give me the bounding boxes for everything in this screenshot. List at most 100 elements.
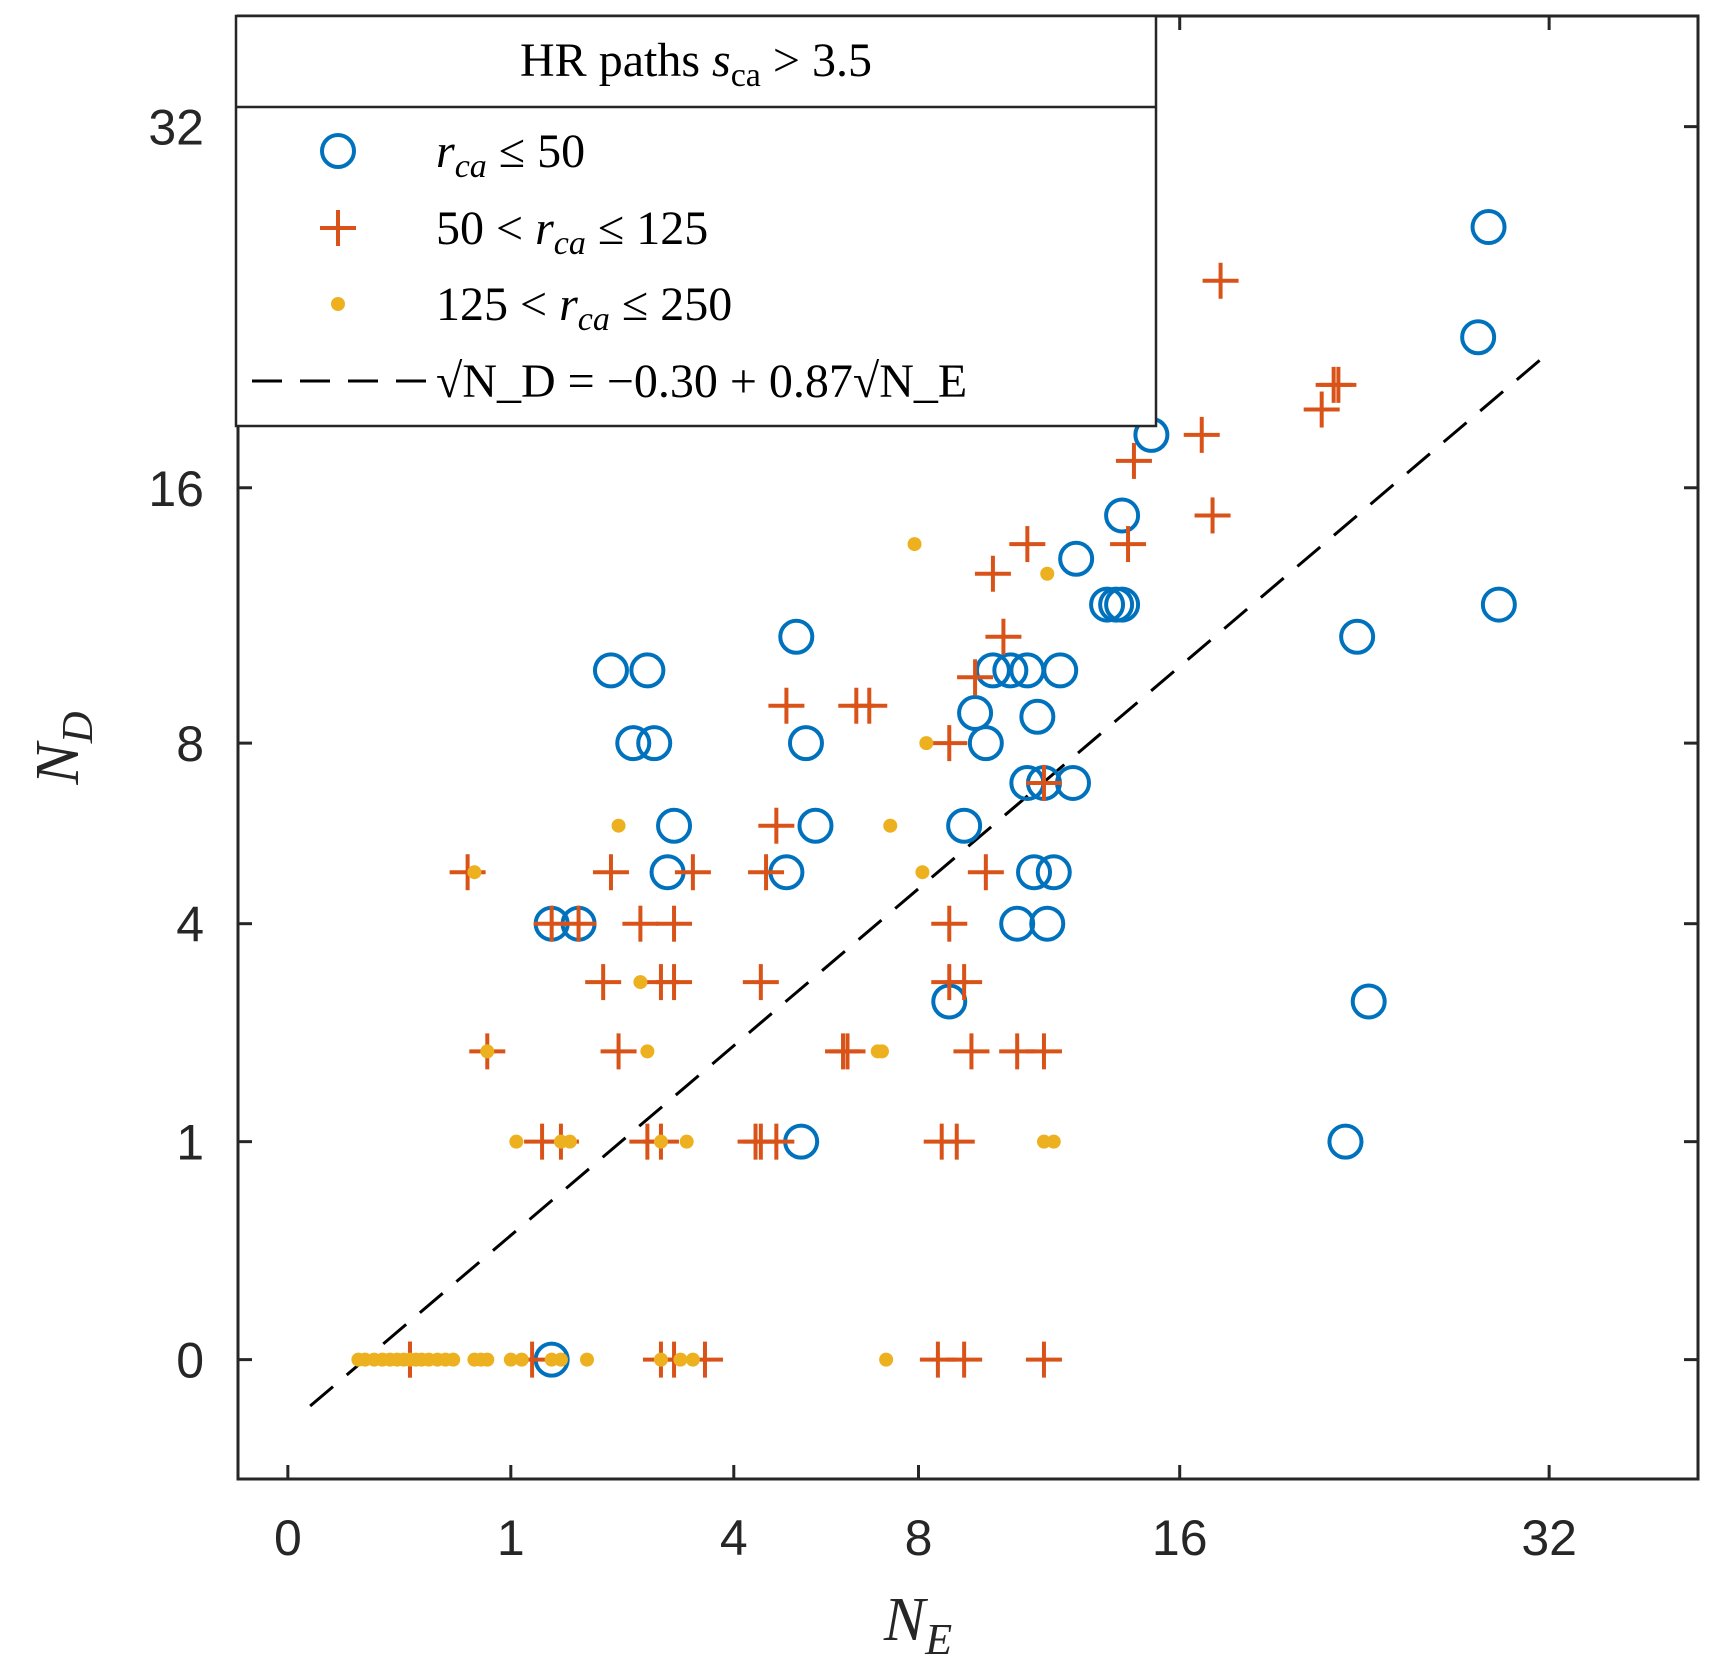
point-series-2 [953,1033,990,1070]
point-series-3 [553,1352,568,1367]
point-series-3 [1046,1134,1061,1149]
point-series-2 [1183,416,1220,453]
axis-ticks: 0 1 4 8 16 32 0 1 4 8 16 32 [148,16,1698,1566]
point-series-1 [1104,497,1141,534]
point-series-1 [946,807,983,844]
point-series-1 [615,725,652,762]
x-axis-label: NE [883,1586,952,1659]
point-series-2 [533,905,570,942]
point-series-2 [742,964,779,1001]
point-series-3 [509,1134,524,1149]
point-series-2 [1009,526,1046,563]
point-series-2 [642,964,679,1001]
point-series-2 [1025,764,1062,801]
legend-box [234,14,1158,428]
point-series-2 [974,555,1011,592]
point-series-2 [1110,526,1147,563]
point-series-2 [938,1123,975,1160]
point-series-2 [1025,1033,1062,1070]
point-series-3 [874,1044,889,1059]
fit-line [309,351,1551,1408]
point-series-1 [1470,209,1507,246]
point-series-3 [446,1352,461,1367]
point-series-3 [879,1352,894,1367]
point-series-1 [1098,586,1135,623]
point-series-1 [957,695,994,732]
point-series-3 [611,818,626,833]
point-series-2 [656,905,693,942]
legend-label-fit: √N_D = −0.30 + 0.87√N_E [436,355,967,408]
point-series-3 [653,1134,668,1149]
point-series-1 [592,652,629,689]
y-tick-label: 1 [176,1115,204,1171]
point-series-1 [787,725,824,762]
point-series-3 [883,818,898,833]
point-series-2 [1115,442,1152,479]
x-tick-label: 1 [497,1510,525,1566]
y-tick-label: 4 [176,897,204,953]
point-series-2 [931,905,968,942]
legend-title: HR paths sca > 3.5 [520,34,872,94]
point-series-2 [931,964,968,1001]
point-series-2 [957,659,994,696]
point-series-1 [636,725,673,762]
point-series-1 [999,905,1036,942]
y-tick-label: 32 [148,100,204,156]
legend-marker-plus [320,210,356,246]
point-series-1 [1019,698,1056,735]
point-series-1 [1035,854,1072,891]
y-tick-label: 16 [148,461,204,517]
point-series-3 [679,1134,694,1149]
point-series-2 [829,1033,866,1070]
point-series-2 [748,854,785,891]
point-series-3 [503,1352,518,1367]
point-series-3 [673,1352,688,1367]
x-tick-label: 0 [274,1510,302,1566]
point-series-3 [1036,1134,1051,1149]
point-series-3 [579,1352,594,1367]
point-series-1 [1339,618,1376,655]
point-series-1 [1016,854,1053,891]
point-series-2 [674,854,711,891]
point-series-3 [480,1044,495,1059]
x-tick-label: 32 [1521,1510,1577,1566]
point-series-3 [514,1352,529,1367]
point-series-2 [1202,262,1239,299]
legend-label-series-3: 125 < rca ≤ 250 [436,278,732,338]
point-series-3 [907,537,922,552]
point-series-3 [473,1352,488,1367]
x-tick-label: 4 [720,1510,748,1566]
point-series-2 [758,807,795,844]
point-series-1 [992,652,1029,689]
point-series-2 [622,905,659,942]
legend-marker-dot [331,297,345,311]
point-series-3 [467,865,482,880]
y-tick-label: 8 [176,716,204,772]
point-series-2 [919,1341,956,1378]
point-series-1 [1327,1123,1364,1160]
point-series-2 [1025,1341,1062,1378]
point-series-1 [1089,586,1126,623]
point-series-1 [629,652,666,689]
point-series-1 [1058,540,1095,577]
legend-label-series-2: 50 < rca ≤ 125 [436,202,708,262]
y-axis-label: ND [24,711,102,785]
point-series-2 [1194,497,1231,534]
point-series-3 [685,1352,700,1367]
point-series-2 [838,687,875,724]
point-series-2 [1320,366,1357,403]
point-series-2 [768,687,805,724]
point-series-2 [1303,391,1340,428]
x-tick-label: 16 [1152,1510,1208,1566]
point-series-2 [585,964,622,1001]
point-series-3 [640,1044,655,1059]
point-series-3 [915,865,930,880]
point-series-3 [653,1352,668,1367]
point-series-1 [656,807,693,844]
point-series-1 [1042,652,1079,689]
point-series-1 [778,618,815,655]
x-tick-label: 8 [905,1510,933,1566]
point-series-2 [985,618,1022,655]
legend-label-series-1: rca ≤ 50 [436,125,585,185]
